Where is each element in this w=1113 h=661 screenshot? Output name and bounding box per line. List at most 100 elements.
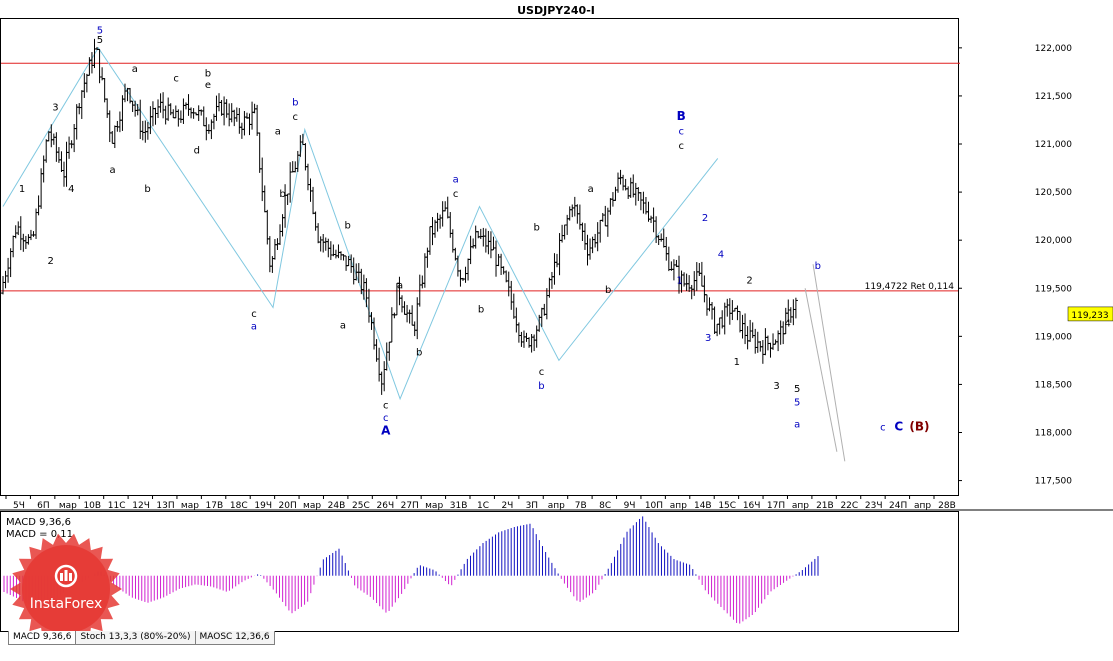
macd-histogram — [3, 516, 819, 624]
hline-label: 119,4722 Ret 0,114 — [865, 282, 955, 292]
x-tick-label: 5Ч — [13, 501, 25, 511]
x-tick-label: 1С — [477, 501, 489, 511]
wave-label: 5 — [97, 35, 103, 46]
projection-line — [812, 264, 846, 462]
x-tick-label: 20П — [279, 501, 297, 511]
x-tick-label: 10В — [83, 501, 101, 511]
horizontal-lines: 119,4722 Ret 0,114 — [1, 62, 960, 292]
wave-label: c — [383, 400, 389, 411]
x-tick-label: 28В — [938, 501, 956, 511]
y-tick-label: 118,000 — [1035, 428, 1072, 438]
wave-label: 4 — [68, 184, 74, 195]
y-tick-label: 122,000 — [1035, 44, 1072, 54]
wave-label: 2 — [47, 256, 53, 267]
x-tick-label: мар — [181, 501, 199, 511]
wave-label: e — [205, 80, 211, 91]
x-tick-label: 17П — [767, 501, 785, 511]
wave-label: a — [588, 184, 594, 195]
y-axis: 122,000 121,500 121,000 120,500 120,000 119,5… — [958, 44, 1072, 487]
x-tick-label: 8С — [599, 501, 611, 511]
price-bars — [1, 38, 798, 395]
x-tick-label: 19Ч — [254, 501, 272, 511]
x-tick-label: мар — [59, 501, 77, 511]
wave-label: 3 — [773, 381, 779, 392]
chart-title: USDJPY240-I — [517, 4, 595, 17]
wave-label: c — [880, 423, 886, 434]
wave-label: c — [678, 126, 684, 137]
wave-label: b — [279, 189, 285, 200]
price-tag: 119,233 — [1067, 306, 1113, 322]
wave-label: c — [539, 367, 545, 378]
x-tick-label: 15С — [718, 501, 736, 511]
wave-label: b — [815, 261, 821, 272]
x-tick-label: 24П — [889, 501, 907, 511]
tab-macd[interactable]: MACD 9,36,6 — [8, 631, 77, 645]
x-tick-label: 21В — [816, 501, 834, 511]
wave-label: c — [173, 74, 179, 85]
x-tick-label: 26Ч — [377, 501, 395, 511]
wave-label: b — [478, 304, 484, 315]
wave-label: c — [383, 413, 389, 424]
x-tick-label: 13П — [156, 501, 174, 511]
wave-label: b — [344, 221, 350, 232]
x-tick-label: 9Ч — [624, 501, 636, 511]
tab-maosc[interactable]: MAOSC 12,36,6 — [194, 631, 275, 645]
x-tick-label: 22С — [840, 501, 858, 511]
wave-label: b — [292, 98, 298, 109]
y-tick-label: 117,500 — [1035, 477, 1072, 487]
x-tick-label: 16Ч — [743, 501, 761, 511]
wave-label: c — [678, 141, 684, 152]
indicator-tabs: MACD 9,36,6 Stoch 13,3,3 (80%-20%) MAOSC… — [8, 631, 275, 645]
y-tick-label: 119,500 — [1035, 284, 1072, 294]
wave-label: 1 — [19, 184, 25, 195]
tab-stoch[interactable]: Stoch 13,3,3 (80%-20%) — [75, 631, 196, 645]
wave-label: a — [397, 280, 403, 291]
wave-label: 3 — [52, 102, 58, 113]
instaforex-logo: InstaForex — [10, 533, 122, 645]
x-tick-label: мар — [303, 501, 321, 511]
x-tick-label: апр — [792, 501, 809, 511]
x-tick-label: 23Ч — [865, 501, 883, 511]
wave-label: b — [205, 69, 211, 80]
x-tick-label: 31В — [450, 501, 468, 511]
wave-label: d — [194, 146, 200, 157]
x-tick-label: 3П — [526, 501, 539, 511]
y-tick-label: 121,500 — [1035, 92, 1072, 102]
x-axis: 5Ч 6П мар 10В 11С 12Ч 13П мар 17В 18С 19Ч 20П мар 24В… — [5, 495, 956, 511]
wave-label: C — [894, 420, 903, 434]
price-tag-text: 119,233 — [1071, 311, 1108, 321]
wave-label: 4 — [784, 319, 790, 330]
wave-label: c — [293, 112, 299, 123]
macd-panel-frame — [0, 511, 959, 632]
wave-label: a — [794, 420, 800, 431]
x-tick-label: 24В — [328, 501, 346, 511]
x-tick-label: 17В — [206, 501, 224, 511]
wave-label: A — [381, 423, 391, 437]
x-tick-label: 27П — [401, 501, 419, 511]
projection-line — [804, 288, 838, 452]
wave-label: a — [275, 126, 281, 137]
wave-label: c — [453, 189, 459, 200]
x-tick-label: 7В — [575, 501, 587, 511]
wave-label: a — [453, 174, 459, 185]
wave-label: c — [251, 309, 257, 320]
x-tick-label: апр — [914, 501, 931, 511]
x-tick-label: 10П — [645, 501, 663, 511]
y-tick-label: 119,000 — [1035, 332, 1072, 342]
wave-label: 1 — [734, 357, 740, 368]
x-tick-label: 2Ч — [501, 501, 513, 511]
macd-label-params: MACD 9,36,6 — [6, 517, 71, 528]
wave-label: 1 — [676, 275, 682, 286]
wave-label: b — [538, 381, 544, 392]
x-tick-label: 14В — [694, 501, 712, 511]
wave-label: a — [251, 322, 257, 333]
y-tick-label: 120,500 — [1035, 188, 1072, 198]
price-tag-box — [1067, 306, 1113, 322]
wave-label: 5 — [97, 25, 103, 36]
x-tick-label: апр — [670, 501, 687, 511]
wave-label: B — [677, 109, 686, 123]
y-tick-label: 120,000 — [1035, 236, 1072, 246]
x-tick-label: 18С — [230, 501, 248, 511]
wave-label: a — [340, 321, 346, 332]
